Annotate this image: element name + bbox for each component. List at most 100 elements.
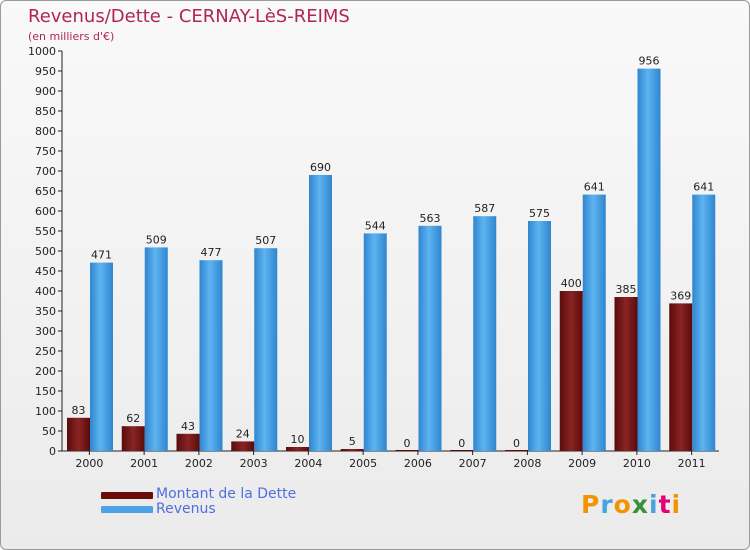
y-tick-label: 650 <box>35 185 56 198</box>
y-tick-label: 300 <box>35 325 56 338</box>
x-tick-label: 2008 <box>513 457 541 470</box>
revenue-value-label: 641 <box>584 181 605 194</box>
x-tick-label: 2009 <box>568 457 596 470</box>
debt-value-label: 400 <box>561 277 582 290</box>
revenue-value-label: 544 <box>365 219 386 232</box>
revenue-bar <box>528 221 551 451</box>
revenue-value-label: 477 <box>201 246 222 259</box>
y-tick-label: 150 <box>35 385 56 398</box>
debt-bar <box>176 433 200 451</box>
debt-value-label: 83 <box>72 404 86 417</box>
y-tick-label: 950 <box>35 65 56 78</box>
revenue-value-label: 471 <box>91 249 112 262</box>
debt-value-label: 43 <box>181 420 195 433</box>
debt-bar <box>121 426 145 451</box>
x-tick-label: 2003 <box>240 457 268 470</box>
labels-group: 83 471 62 509 43 477 24 507 10 690 5 544 0 563 0 587 0 57… <box>72 55 715 450</box>
debt-value-label: 0 <box>458 437 465 450</box>
y-tick-label: 0 <box>49 445 56 458</box>
y-tick-label: 450 <box>35 265 56 278</box>
proxiti-logo: Proxiti <box>581 490 681 519</box>
debt-bar <box>669 303 693 451</box>
revenue-bar <box>637 68 661 451</box>
debt-bar <box>67 417 90 451</box>
debt-value-label: 369 <box>670 289 691 302</box>
axes-group: 0501001502002503003504004505005506006507… <box>28 45 719 470</box>
revenue-bar <box>90 262 113 451</box>
x-tick-label: 2011 <box>678 457 706 470</box>
legend-swatch-revenue <box>101 506 153 513</box>
x-tick-label: 2001 <box>130 457 158 470</box>
debt-bar <box>395 450 419 451</box>
x-tick-label: 2007 <box>459 457 487 470</box>
revenue-bar <box>199 260 223 451</box>
debt-bar <box>340 449 364 451</box>
revenue-value-label: 956 <box>639 55 660 68</box>
revenue-bar <box>309 175 332 451</box>
x-tick-label: 2004 <box>294 457 322 470</box>
y-tick-label: 850 <box>35 105 56 118</box>
revenue-value-label: 563 <box>420 212 441 225</box>
x-tick-label: 2000 <box>75 457 103 470</box>
y-tick-label: 700 <box>35 165 56 178</box>
logo-letter: i <box>649 490 659 519</box>
x-tick-label: 2002 <box>185 457 213 470</box>
revenue-bar <box>418 225 442 451</box>
revenue-value-label: 509 <box>146 233 167 246</box>
x-tick-label: 2010 <box>623 457 651 470</box>
y-tick-label: 100 <box>35 405 56 418</box>
legend-swatch-debt <box>101 492 153 499</box>
revenue-value-label: 641 <box>693 181 714 194</box>
revenue-value-label: 575 <box>529 207 550 220</box>
legend-label-revenue: Revenus <box>156 501 216 517</box>
debt-value-label: 62 <box>126 412 140 425</box>
y-tick-label: 200 <box>35 365 56 378</box>
revenue-bar <box>582 194 606 451</box>
logo-letter: P <box>581 490 601 519</box>
revenue-bar <box>363 233 387 451</box>
logo-letter: x <box>631 490 649 519</box>
y-tick-label: 550 <box>35 225 56 238</box>
y-tick-label: 250 <box>35 345 56 358</box>
y-tick-label: 1000 <box>28 45 56 58</box>
logo-letter: o <box>613 490 632 519</box>
debt-value-label: 385 <box>616 283 637 296</box>
y-tick-label: 750 <box>35 145 56 158</box>
debt-bar <box>450 450 474 451</box>
revenue-bar <box>144 247 168 451</box>
y-tick-label: 350 <box>35 305 56 318</box>
logo-letter: r <box>600 490 614 519</box>
revenue-value-label: 690 <box>310 161 331 174</box>
debt-bar <box>231 441 255 451</box>
debt-bar <box>614 297 638 451</box>
y-tick-label: 50 <box>42 425 56 438</box>
revenue-value-label: 507 <box>255 234 276 247</box>
debt-value-label: 0 <box>513 437 520 450</box>
y-tick-label: 600 <box>35 205 56 218</box>
x-tick-label: 2005 <box>349 457 377 470</box>
revenue-bar <box>473 216 497 451</box>
y-tick-label: 800 <box>35 125 56 138</box>
revenue-bar <box>692 194 716 451</box>
chart-title: Revenus/Dette - CERNAY-LèS-REIMS <box>28 6 350 27</box>
y-tick-label: 500 <box>35 245 56 258</box>
debt-value-label: 10 <box>291 433 305 446</box>
chart-subtitle: (en milliers d'€) <box>28 30 115 43</box>
legend-label-debt: Montant de la Dette <box>156 486 297 502</box>
debt-bar <box>286 447 309 451</box>
debt-value-label: 0 <box>404 437 411 450</box>
x-tick-label: 2006 <box>404 457 432 470</box>
y-tick-label: 900 <box>35 85 56 98</box>
debt-bar <box>505 450 528 451</box>
logo-letter: i <box>671 490 682 519</box>
logo-letter: t <box>658 490 672 519</box>
y-tick-label: 400 <box>35 285 56 298</box>
debt-value-label: 24 <box>236 427 250 440</box>
revenue-bar <box>254 248 278 451</box>
bars-group <box>67 68 716 451</box>
debt-value-label: 5 <box>349 435 356 448</box>
debt-bar <box>559 291 583 451</box>
revenue-value-label: 587 <box>474 202 495 215</box>
